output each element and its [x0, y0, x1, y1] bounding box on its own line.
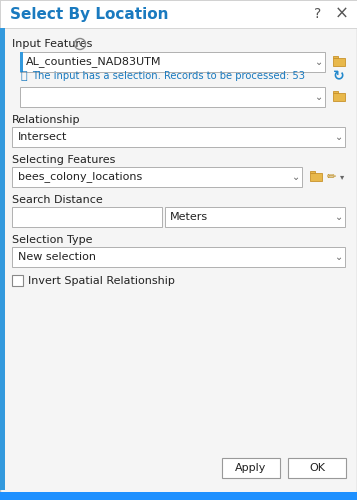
Text: Meters: Meters	[170, 212, 208, 222]
Text: bees_colony_locations: bees_colony_locations	[18, 172, 142, 182]
FancyBboxPatch shape	[222, 458, 280, 478]
FancyBboxPatch shape	[12, 275, 23, 286]
Text: AL_counties_NAD83UTM: AL_counties_NAD83UTM	[26, 56, 161, 68]
Text: ⌄: ⌄	[315, 92, 323, 102]
FancyBboxPatch shape	[12, 167, 302, 187]
FancyBboxPatch shape	[12, 247, 345, 267]
Text: ⌄: ⌄	[335, 132, 343, 142]
Text: Selecting Features: Selecting Features	[12, 155, 115, 165]
FancyBboxPatch shape	[288, 458, 346, 478]
FancyBboxPatch shape	[12, 127, 345, 147]
Text: ⓘ: ⓘ	[21, 71, 27, 81]
Text: ⌄: ⌄	[335, 252, 343, 262]
Text: ⌄: ⌄	[292, 172, 300, 182]
Text: ↻: ↻	[333, 69, 345, 83]
FancyBboxPatch shape	[310, 170, 315, 173]
Text: ×: ×	[335, 5, 349, 23]
Text: Select By Location: Select By Location	[10, 6, 169, 22]
Text: ⌄: ⌄	[335, 212, 343, 222]
Text: ?: ?	[315, 7, 322, 21]
FancyBboxPatch shape	[333, 56, 338, 58]
Text: Search Distance: Search Distance	[12, 195, 103, 205]
Text: ⌄: ⌄	[315, 57, 323, 67]
FancyBboxPatch shape	[0, 492, 357, 500]
Text: ∨: ∨	[77, 42, 82, 48]
Text: ▾: ▾	[340, 172, 344, 182]
FancyBboxPatch shape	[333, 93, 345, 100]
Text: The input has a selection. Records to be processed: 53: The input has a selection. Records to be…	[32, 71, 305, 81]
Text: ✏: ✏	[326, 172, 336, 182]
FancyBboxPatch shape	[20, 52, 23, 72]
Text: Invert Spatial Relationship: Invert Spatial Relationship	[28, 276, 175, 285]
FancyBboxPatch shape	[333, 90, 338, 93]
Text: Apply: Apply	[235, 463, 267, 473]
Text: Input Features: Input Features	[12, 39, 92, 49]
Text: OK: OK	[309, 463, 325, 473]
Text: Relationship: Relationship	[12, 115, 80, 125]
Text: Intersect: Intersect	[18, 132, 67, 142]
FancyBboxPatch shape	[310, 173, 322, 180]
FancyBboxPatch shape	[0, 0, 357, 28]
FancyBboxPatch shape	[12, 207, 162, 227]
FancyBboxPatch shape	[165, 207, 345, 227]
FancyBboxPatch shape	[0, 28, 5, 490]
FancyBboxPatch shape	[20, 87, 325, 107]
Text: Selection Type: Selection Type	[12, 235, 92, 245]
Text: New selection: New selection	[18, 252, 96, 262]
FancyBboxPatch shape	[20, 52, 325, 72]
FancyBboxPatch shape	[333, 58, 345, 66]
